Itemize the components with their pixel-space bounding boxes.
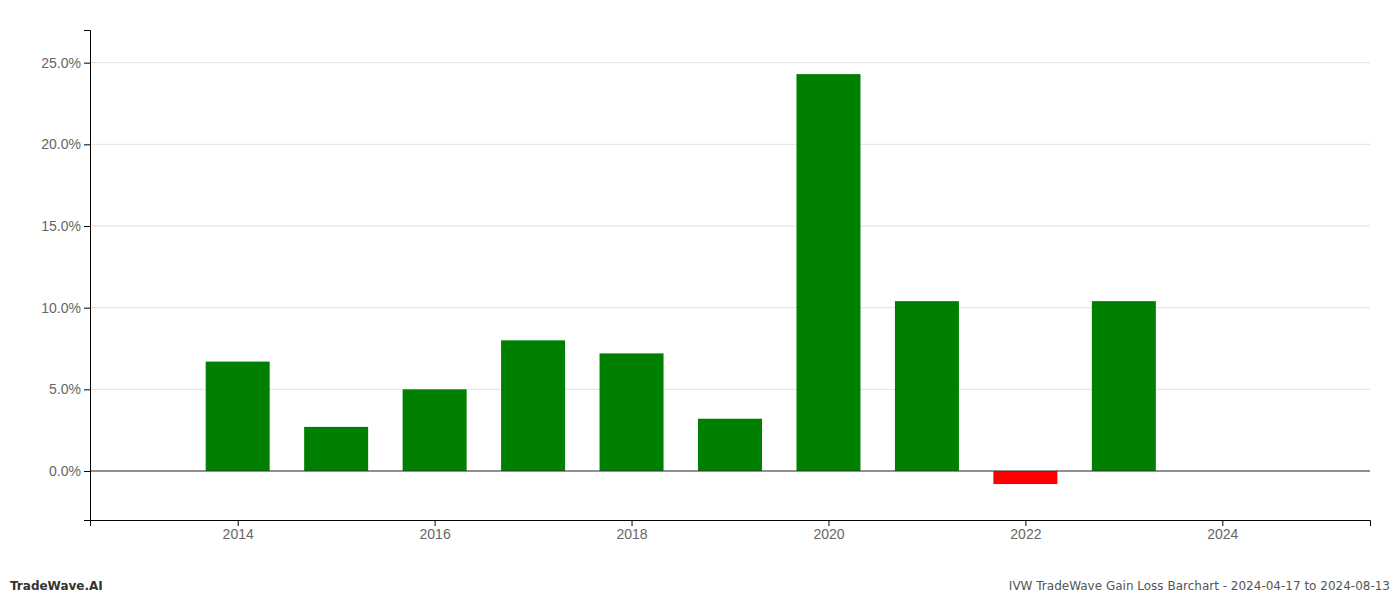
grid [90,63,1370,471]
x-tick-label: 2024 [1207,526,1238,542]
y-tick-mark [84,226,90,227]
zero-line [90,471,1370,472]
y-tick-mark [84,144,90,145]
x-tick: 2016 [420,520,451,542]
x-tick-label: 2018 [616,526,647,542]
y-tick-label: 10.0% [41,300,81,316]
bar [993,471,1057,484]
y-tick-label: 25.0% [41,55,81,71]
y-tick: 0.0% [49,463,90,479]
x-tick-label: 2016 [420,526,451,542]
grid-line [90,389,1370,390]
bar [501,340,565,471]
y-tick-label: 0.0% [49,463,81,479]
grid-line [90,226,1370,227]
grid-line [90,471,1370,472]
grid-line [90,144,1370,145]
y-tick-label: 15.0% [41,218,81,234]
bar [1092,301,1156,471]
bar [600,353,664,471]
annotation: IVW TradeWave Gain Loss Barchart - 2024-… [1009,579,1390,593]
x-tick: 2022 [1010,520,1041,542]
chart: 2014 2016 2018 2020 2022 2024 0.0% 5.0% 10.0% 15.… [0,0,1400,600]
bar [206,362,270,471]
y-tick-label: 5.0% [49,381,81,397]
x-tick-label: 2014 [223,526,254,542]
annotation: TradeWave.AI [10,579,103,593]
y-tick-mark [84,471,90,472]
x-tick-label: 2022 [1010,526,1041,542]
x-tick: 2018 [616,520,647,542]
grid-line [90,62,1370,63]
y-tick: 5.0% [49,381,90,397]
y-tick-mark [84,389,90,390]
bar [304,427,368,471]
bar [796,74,860,471]
x-axis-line [91,521,1371,527]
x-tick: 2024 [1207,520,1238,542]
grid-line [90,307,1370,308]
y-tick-label: 20.0% [41,136,81,152]
bar [895,301,959,471]
y-tick: 25.0% [41,55,90,71]
y-axis-line [84,31,91,521]
x-tick: 2020 [813,520,844,542]
y-tick-mark [84,308,90,309]
y-tick-mark [84,63,90,64]
x-tick-label: 2020 [813,526,844,542]
y-tick: 10.0% [41,300,90,316]
y-tick: 15.0% [41,218,90,234]
y-axis: 0.0% 5.0% 10.0% 15.0% 20.0% 25.0% [41,31,90,521]
bars [206,74,1156,484]
y-tick: 20.0% [41,136,90,152]
x-axis: 2014 2016 2018 2020 2022 2024 [91,520,1371,542]
bar [698,419,762,471]
bar [403,389,467,471]
x-tick: 2014 [223,520,254,542]
